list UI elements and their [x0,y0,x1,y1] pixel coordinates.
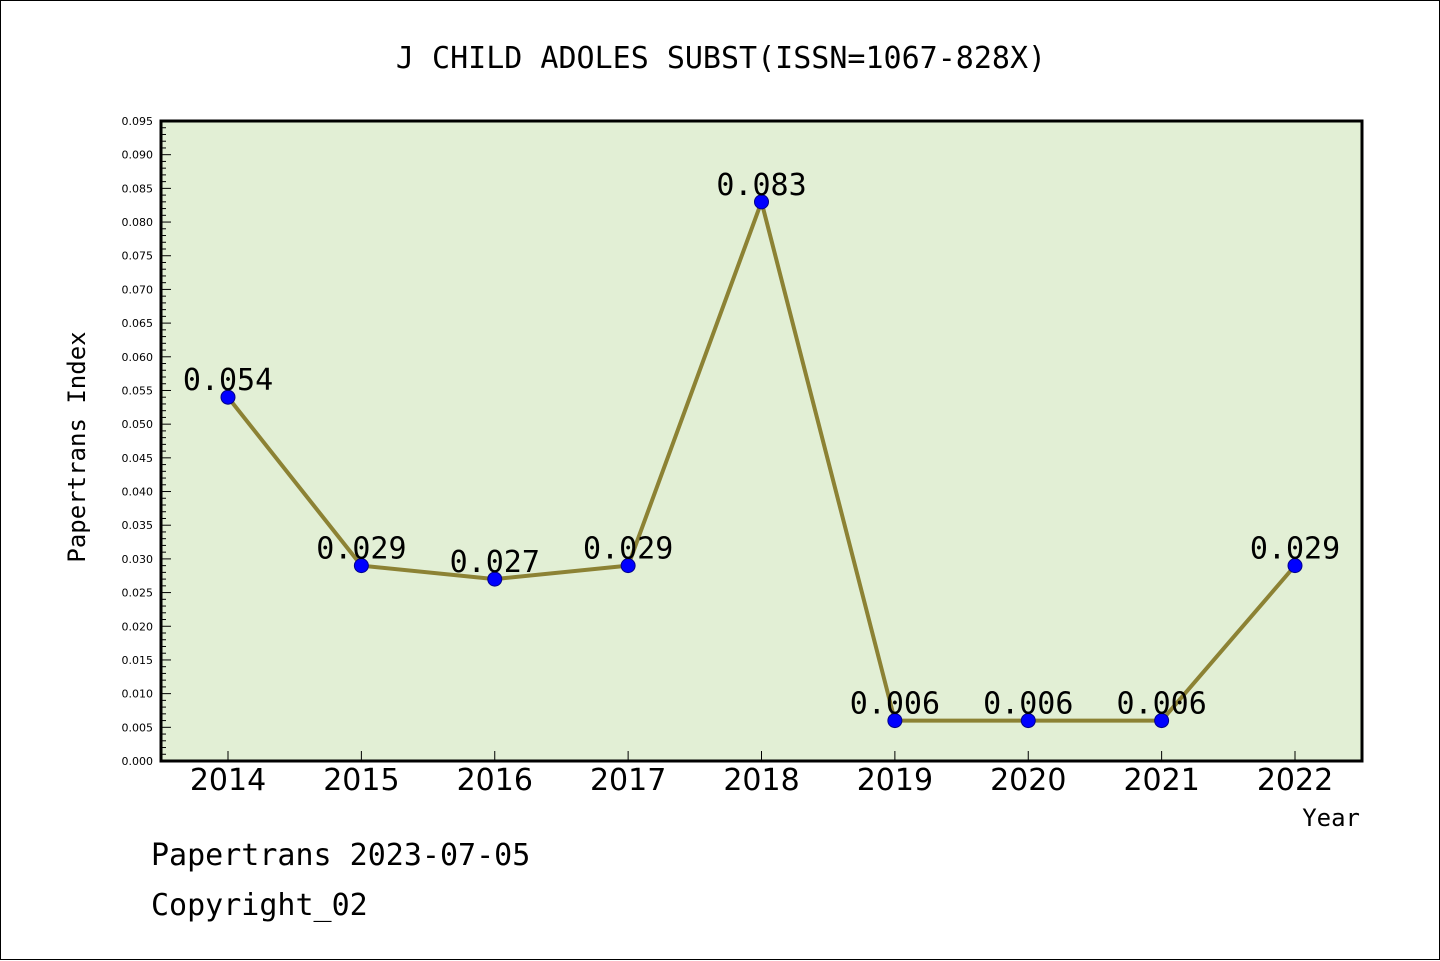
x-axis-title: Year [1302,804,1360,832]
data-point-marker [1287,558,1303,574]
data-point-marker [754,194,769,210]
data-point-marker [887,713,903,729]
data-point-marker [1020,713,1036,729]
y-tick-label: 0.085 [122,182,154,195]
data-point-marker [487,571,503,587]
x-tick-label: 2016 [457,763,533,798]
y-tick-label: 0.080 [122,216,154,229]
data-label: 0.029 [1250,532,1340,567]
y-tick-label: 0.030 [122,553,154,566]
y-tick-label: 0.035 [122,519,154,532]
y-tick-label: 0.045 [122,452,154,465]
markers-layer [220,194,1303,729]
x-tick-label: 2022 [1257,763,1333,798]
footer-copyright: Copyright_02 [151,888,368,923]
x-tick-label: 2017 [590,763,666,798]
footer-date: Papertrans 2023-07-05 [151,838,530,873]
y-tick-label: 0.090 [122,149,154,162]
x-axis-tick-labels: 2014 2015 2016 2017 2018 2019 2020 2021 2022 [190,763,1333,798]
data-point-marker [620,558,636,574]
data-point-marker [1154,713,1170,729]
data-label: 0.006 [983,687,1073,722]
data-label: 0.006 [850,687,940,722]
y-tick-label: 0.005 [122,721,154,734]
y-tick-label: 0.010 [122,688,154,701]
chart-title: J CHILD ADOLES SUBST(ISSN=1067-828X) [396,41,1046,76]
x-tick-label: 2020 [990,763,1066,798]
y-tick-label: 0.015 [122,654,154,667]
y-tick-label: 0.060 [122,351,154,364]
data-label: 0.029 [316,532,406,567]
x-tick-label: 2018 [723,763,799,798]
y-axis-ticks [161,120,1296,762]
data-label: 0.027 [450,545,540,580]
data-label: 0.006 [1116,687,1206,722]
data-label: 0.083 [716,168,806,203]
x-tick-label: 2021 [1123,763,1199,798]
y-axis-title: Papertrans Index [63,331,91,562]
y-tick-label: 0.025 [122,587,154,600]
y-tick-label: 0.040 [122,486,154,499]
x-tick-label: 2015 [323,763,399,798]
y-tick-label: 0.075 [122,250,154,263]
x-tick-label: 2019 [857,763,933,798]
data-label: 0.029 [583,532,673,567]
data-labels-layer: 0.054 0.029 0.027 0.029 0.083 0.006 0.006 0.006… [183,168,1340,722]
data-point-marker [220,389,236,405]
y-tick-label: 0.000 [122,755,154,768]
y-axis-tick-labels: 0.000 0.005 0.010 0.015 0.020 0.025 0.030 0.035… [122,115,154,768]
data-label: 0.054 [183,363,273,398]
y-tick-label: 0.050 [122,418,154,431]
y-tick-label: 0.065 [122,317,154,330]
y-tick-label: 0.020 [122,620,154,633]
y-tick-label: 0.055 [122,384,154,397]
x-tick-label: 2014 [190,763,266,798]
y-tick-label: 0.070 [122,283,154,296]
plot-area [159,119,1364,763]
y-tick-label: 0.095 [122,115,154,128]
data-point-marker [353,558,369,574]
